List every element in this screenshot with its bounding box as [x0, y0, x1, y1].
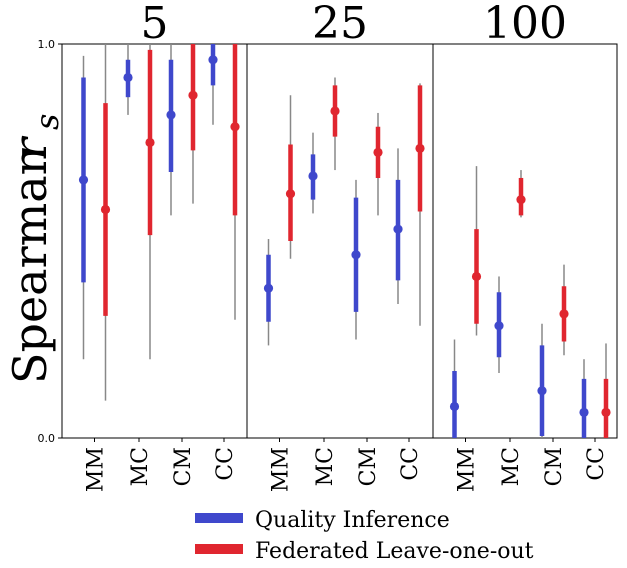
- errorbar-100-mm-federated-leave-one-out: [471, 166, 482, 336]
- x-tick-label-5-mm: MM: [84, 447, 109, 492]
- errorbar-25-cm-quality-inference: [351, 179, 361, 340]
- x-tick-label-100-mc: MC: [499, 447, 524, 486]
- x-tick-label-100-mm: MM: [455, 447, 480, 492]
- errorbar-5-mm-federated-leave-one-out: [100, 44, 111, 401]
- y-axis-label-subscript: s: [28, 114, 66, 130]
- errorbar-5-cc-quality-inference: [208, 44, 218, 125]
- errorbar-100-mc-quality-inference: [494, 276, 504, 373]
- errorbar-25-cc-quality-inference: [393, 148, 403, 305]
- y-axis-label-symbol: r: [3, 135, 57, 160]
- errorbar-25-mc-federated-leave-one-out: [330, 77, 340, 171]
- legend-swatch-federated-leave-one-out: [195, 544, 243, 554]
- legend-swatch-quality-inference: [195, 513, 243, 523]
- errorbar-100-mm-federated-leave-one-out-marker: [471, 271, 482, 282]
- errorbar-100-cc-quality-inference: [579, 359, 589, 438]
- errorbar-5-mm-quality-inference: [78, 55, 89, 360]
- errorbar-100-cm-federated-leave-one-out-marker: [559, 309, 569, 319]
- errorbar-25-cm-federated-leave-one-out: [373, 112, 383, 216]
- x-tick-label-25-cc: CC: [398, 447, 423, 481]
- errorbar-5-cc-quality-inference-marker: [208, 55, 218, 65]
- errorbar-5-mc-federated-leave-one-out: [145, 44, 155, 360]
- errorbar-100-cm-quality-inference: [537, 323, 547, 438]
- errorbar-100-mc-federated-leave-one-out-marker: [516, 195, 526, 205]
- y-tick-label-0: 0.0: [38, 432, 56, 445]
- errorbar-25-mc-quality-inference-marker: [308, 171, 318, 181]
- plot-layer: 0.0 1.0 5 MM MC CM CC 25 MM MC CM CC 100 MM MC CM CC: [38, 0, 618, 492]
- errorbar-5-cm-federated-leave-one-out: [188, 44, 198, 204]
- plot-frame: [61, 43, 618, 439]
- errorbar-5-mc-federated-leave-one-out-marker: [145, 137, 155, 148]
- errorbar-5-mm-quality-inference-marker: [78, 175, 89, 185]
- errorbar-100-mc-federated-leave-one-out: [516, 170, 526, 218]
- errorbar-5-cc-federated-leave-one-out: [230, 44, 240, 320]
- errorbar-25-cm-quality-inference-marker: [351, 250, 361, 260]
- errorbar-25-cc-quality-inference-marker: [393, 224, 403, 234]
- x-tick-label-5-cm: CM: [171, 447, 196, 486]
- panel-title-5: 5: [141, 0, 169, 49]
- legend-label-federated-leave-one-out: Federated Leave-one-out: [255, 539, 534, 564]
- panel-title-25: 25: [312, 0, 368, 49]
- errorbar-25-mm-quality-inference-marker: [263, 283, 274, 293]
- y-tick-label-1: 1.0: [38, 38, 56, 51]
- errorbar-25-cc-federated-leave-one-out-marker: [415, 143, 425, 154]
- errorbar-25-mc-quality-inference: [308, 132, 318, 214]
- errorbar-5-cm-federated-leave-one-out-marker: [188, 90, 198, 100]
- x-tick-label-5-cc: CC: [213, 447, 238, 481]
- legend-label-quality-inference: Quality Inference: [255, 508, 450, 533]
- errorbar-5-cm-quality-inference-marker: [166, 110, 176, 120]
- legend: Quality Inference Federated Leave-one-ou…: [195, 508, 534, 564]
- errorbar-25-mm-federated-leave-one-out: [285, 95, 296, 259]
- errorbar-5-mc-quality-inference-marker: [123, 72, 133, 83]
- errorbar-100-mc-quality-inference-marker: [494, 321, 504, 331]
- panel-title-100: 100: [483, 0, 567, 49]
- errorbar-5-cm-quality-inference: [166, 44, 176, 216]
- errorbar-100-cc-federated-leave-one-out-marker: [601, 407, 611, 417]
- errorbar-100-mm-quality-inference-marker: [449, 401, 460, 412]
- errorbar-5-cc-federated-leave-one-out-marker: [230, 122, 240, 132]
- errorbar-100-cm-federated-leave-one-out: [559, 264, 569, 356]
- errorbar-25-mm-quality-inference: [263, 239, 274, 346]
- x-tick-label-100-cc: CC: [584, 447, 609, 481]
- errorbar-5-mc-quality-inference: [123, 44, 133, 115]
- y-axis-label-text: Spearman: [3, 146, 57, 384]
- y-axis-label: Spearman r s: [3, 114, 66, 384]
- errorbar-100-cc-quality-inference-marker: [579, 407, 589, 417]
- legend-item-quality-inference: Quality Inference: [195, 508, 450, 533]
- errorbar-25-cc-federated-leave-one-out: [415, 83, 425, 326]
- x-tick-label-5-mc: MC: [128, 447, 153, 486]
- x-tick-label-100-cm: CM: [542, 447, 567, 486]
- legend-item-federated-leave-one-out: Federated Leave-one-out: [195, 539, 534, 564]
- errorbar-100-cm-quality-inference-marker: [537, 386, 547, 396]
- errorbar-5-mm-federated-leave-one-out-marker: [100, 204, 111, 215]
- errorbar-25-mc-federated-leave-one-out-marker: [330, 106, 340, 116]
- x-tick-label-25-mm: MM: [269, 447, 294, 492]
- errorbar-25-cm-federated-leave-one-out-marker: [373, 147, 383, 157]
- x-tick-label-25-cm: CM: [356, 447, 381, 486]
- errorbar-25-mm-federated-leave-one-out-marker: [285, 189, 296, 199]
- errorbar-100-mm-quality-inference: [449, 339, 460, 438]
- x-tick-label-25-mc: MC: [313, 447, 338, 486]
- errorbar-100-cc-federated-leave-one-out: [601, 343, 611, 438]
